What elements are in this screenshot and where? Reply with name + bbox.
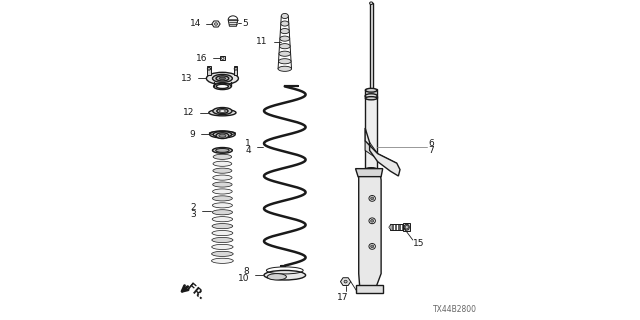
Ellipse shape — [280, 28, 289, 34]
Ellipse shape — [212, 251, 233, 256]
Text: 14: 14 — [189, 20, 201, 28]
Ellipse shape — [365, 88, 377, 92]
Ellipse shape — [219, 134, 226, 137]
Bar — [365, 89, 377, 98]
Ellipse shape — [365, 97, 377, 100]
Ellipse shape — [365, 94, 378, 98]
Text: 11: 11 — [257, 37, 268, 46]
Ellipse shape — [212, 108, 232, 115]
Polygon shape — [389, 224, 391, 230]
Ellipse shape — [212, 224, 233, 229]
Ellipse shape — [206, 72, 239, 84]
Ellipse shape — [209, 109, 236, 116]
Ellipse shape — [280, 44, 290, 49]
Ellipse shape — [219, 77, 226, 80]
Ellipse shape — [279, 51, 291, 56]
Bar — [207, 66, 211, 75]
Ellipse shape — [212, 189, 232, 194]
Bar — [234, 66, 237, 75]
Bar — [403, 223, 410, 231]
Text: 10: 10 — [238, 274, 250, 283]
Ellipse shape — [212, 203, 232, 208]
Ellipse shape — [212, 230, 233, 236]
Ellipse shape — [369, 218, 375, 224]
Polygon shape — [356, 285, 383, 293]
Ellipse shape — [216, 148, 229, 152]
Polygon shape — [365, 141, 397, 166]
Ellipse shape — [371, 245, 374, 248]
Ellipse shape — [404, 224, 410, 230]
Ellipse shape — [217, 108, 228, 113]
Text: 7: 7 — [428, 146, 434, 155]
Ellipse shape — [212, 217, 233, 222]
Ellipse shape — [213, 168, 232, 173]
Ellipse shape — [281, 21, 289, 26]
Ellipse shape — [234, 68, 237, 70]
Ellipse shape — [371, 220, 374, 222]
Ellipse shape — [212, 210, 232, 215]
Ellipse shape — [268, 274, 287, 280]
Bar — [365, 96, 378, 170]
Text: 17: 17 — [337, 293, 349, 302]
Text: 9: 9 — [189, 130, 195, 139]
Text: 15: 15 — [413, 239, 425, 248]
Ellipse shape — [212, 148, 232, 153]
Polygon shape — [356, 169, 383, 177]
Ellipse shape — [213, 132, 232, 137]
Ellipse shape — [211, 258, 234, 263]
Text: 12: 12 — [183, 108, 195, 117]
Text: 2: 2 — [190, 203, 196, 212]
Text: 1: 1 — [245, 139, 251, 148]
Ellipse shape — [213, 161, 232, 166]
Text: 5: 5 — [242, 19, 248, 28]
Ellipse shape — [220, 110, 225, 112]
Ellipse shape — [369, 244, 375, 249]
Polygon shape — [228, 20, 238, 26]
Text: 6: 6 — [428, 139, 434, 148]
Text: 16: 16 — [196, 54, 207, 63]
Ellipse shape — [214, 23, 218, 25]
Ellipse shape — [212, 182, 232, 187]
Ellipse shape — [370, 2, 373, 4]
Text: 3: 3 — [190, 210, 196, 219]
Ellipse shape — [365, 168, 378, 172]
Bar — [220, 56, 225, 60]
Text: TX44B2800: TX44B2800 — [433, 305, 477, 314]
Ellipse shape — [344, 280, 347, 283]
Polygon shape — [365, 128, 400, 176]
Ellipse shape — [212, 196, 232, 201]
Polygon shape — [340, 278, 351, 285]
Ellipse shape — [369, 196, 375, 201]
Ellipse shape — [212, 74, 232, 82]
Ellipse shape — [214, 83, 231, 90]
Ellipse shape — [371, 197, 374, 200]
Ellipse shape — [210, 131, 236, 138]
Ellipse shape — [212, 175, 232, 180]
Ellipse shape — [207, 68, 211, 70]
Text: 8: 8 — [244, 267, 250, 276]
Ellipse shape — [221, 57, 224, 60]
Ellipse shape — [216, 133, 229, 139]
Polygon shape — [212, 21, 220, 27]
Ellipse shape — [264, 270, 306, 280]
Ellipse shape — [216, 76, 229, 81]
Ellipse shape — [405, 225, 408, 229]
Ellipse shape — [280, 36, 290, 41]
Text: 13: 13 — [181, 74, 193, 83]
Ellipse shape — [282, 13, 288, 19]
Ellipse shape — [216, 84, 228, 88]
Text: FR.: FR. — [184, 282, 205, 302]
Polygon shape — [358, 170, 381, 286]
Ellipse shape — [213, 154, 232, 159]
Text: 4: 4 — [245, 146, 251, 155]
Ellipse shape — [278, 59, 291, 64]
Ellipse shape — [212, 237, 233, 243]
Bar — [370, 3, 372, 90]
Ellipse shape — [212, 244, 233, 250]
Ellipse shape — [278, 66, 292, 71]
